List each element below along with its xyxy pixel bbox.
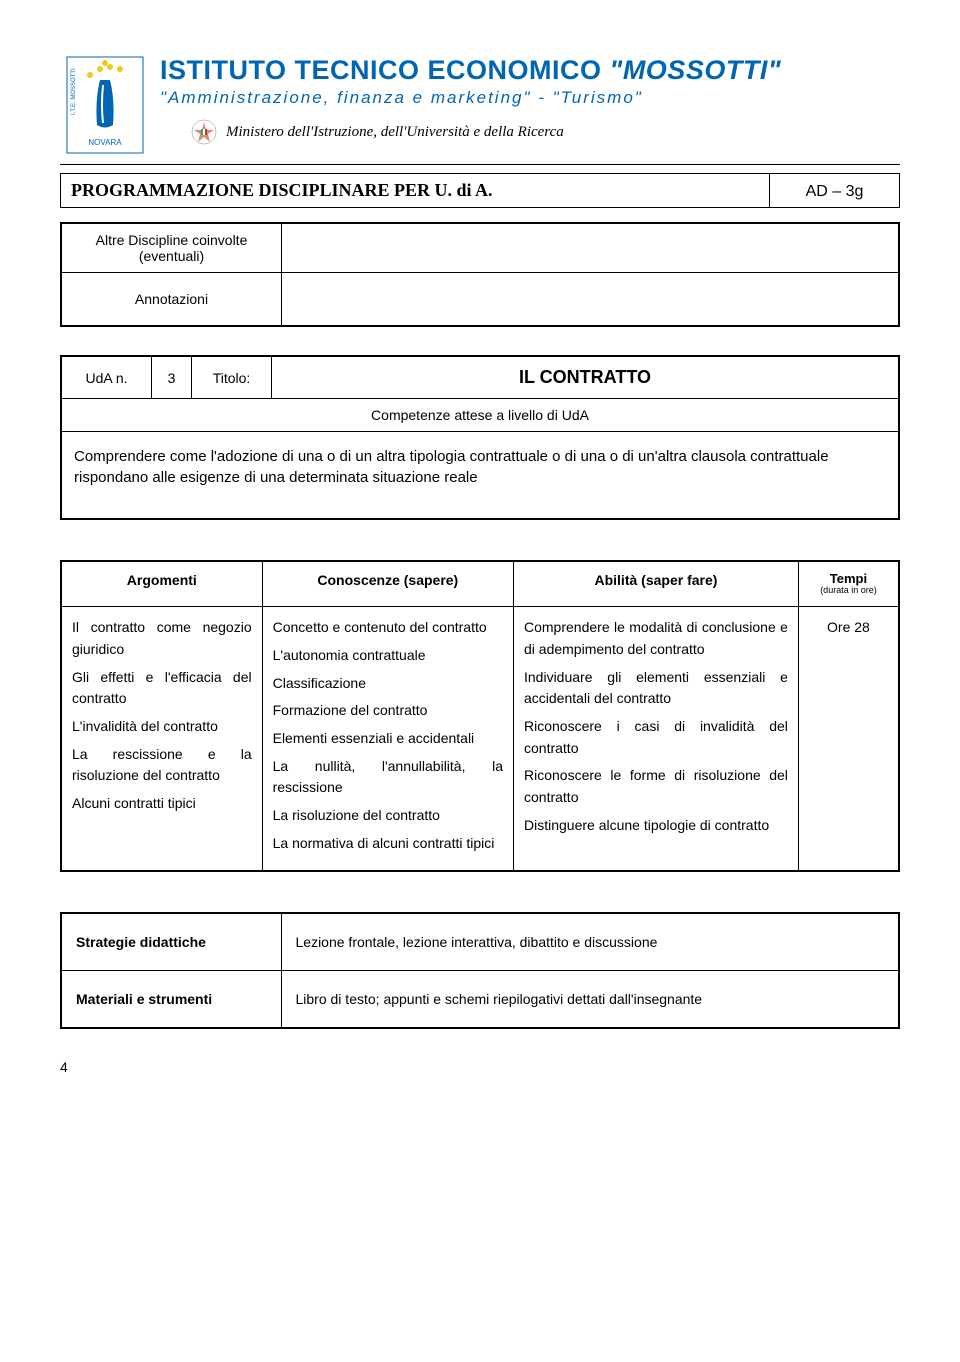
- con-p2: L'autonomia contrattuale: [273, 645, 503, 667]
- con-p3: Classificazione: [273, 673, 503, 695]
- th-conoscenze: Conoscenze (sapere): [262, 561, 513, 607]
- institute-subtitle: "Amministrazione, finanza e marketing" -…: [160, 88, 900, 108]
- cell-argomenti: Il contratto come negozio giuridico Gli …: [61, 607, 262, 872]
- disciplines-block: Altre Discipline coinvolte (eventuali) A…: [60, 222, 900, 327]
- abi-p1: Comprendere le modalità di conclusione e…: [524, 617, 788, 660]
- disciplines-label: Altre Discipline coinvolte (eventuali): [62, 224, 282, 272]
- school-logo: NOVARA I.T.E. MOSSOTTI: [60, 50, 150, 160]
- uda-titolo-value: IL CONTRATTO: [272, 357, 898, 398]
- abi-p3: Riconoscere i casi di invalidità del con…: [524, 716, 788, 759]
- mossotti-logo-icon: NOVARA I.T.E. MOSSOTTI: [65, 55, 145, 155]
- abi-p4: Riconoscere le forme di risoluzione del …: [524, 765, 788, 808]
- table-row: Il contratto come negozio giuridico Gli …: [61, 607, 899, 872]
- uda-titolo-label: Titolo:: [192, 357, 272, 398]
- abi-p5: Distinguere alcune tipologie di contratt…: [524, 815, 788, 837]
- arg-p1: Il contratto come negozio giuridico: [72, 617, 252, 660]
- annotations-value: [282, 273, 898, 325]
- arg-p2: Gli effetti e l'efficacia del contratto: [72, 667, 252, 710]
- arg-p3: L'invalidità del contratto: [72, 716, 252, 738]
- table-header-row: Argomenti Conoscenze (sapere) Abilità (s…: [61, 561, 899, 607]
- uda-block: UdA n. 3 Titolo: IL CONTRATTO Competenze…: [60, 355, 900, 520]
- uda-label: UdA n.: [62, 357, 152, 398]
- th-tempi: Tempi (durata in ore): [798, 561, 899, 607]
- programme-title-row: PROGRAMMAZIONE DISCIPLINARE PER U. di A.…: [60, 173, 900, 208]
- svg-text:I.T.E. MOSSOTTI: I.T.E. MOSSOTTI: [71, 68, 77, 115]
- header: NOVARA I.T.E. MOSSOTTI ISTITUTO TECNICO …: [60, 50, 900, 160]
- italy-emblem-icon: [190, 118, 218, 146]
- page-number: 4: [60, 1059, 900, 1075]
- materiali-label: Materiali e strumenti: [61, 971, 281, 1029]
- institute-title: ISTITUTO TECNICO ECONOMICO "MOSSOTTI": [160, 55, 900, 86]
- annotations-row: Annotazioni: [62, 273, 898, 325]
- svg-text:NOVARA: NOVARA: [88, 138, 122, 147]
- uda-header-row: UdA n. 3 Titolo: IL CONTRATTO: [62, 357, 898, 399]
- divider: [60, 164, 900, 165]
- th-tempi-sub: (durata in ore): [809, 586, 888, 596]
- th-argomenti: Argomenti: [61, 561, 262, 607]
- th-abilita: Abilità (saper fare): [514, 561, 799, 607]
- arg-p4: La rescissione e la risoluzione del cont…: [72, 744, 252, 787]
- con-p1: Concetto e contenuto del contratto: [273, 617, 503, 639]
- ministero-text: Ministero dell'Istruzione, dell'Universi…: [226, 124, 564, 141]
- disciplines-row: Altre Discipline coinvolte (eventuali): [62, 224, 898, 273]
- materiali-value: Libro di testo; appunti e schemi riepilo…: [281, 971, 899, 1029]
- programme-code: AD – 3g: [769, 174, 899, 207]
- footer-table: Strategie didattiche Lezione frontale, l…: [60, 912, 900, 1029]
- uda-number: 3: [152, 357, 192, 398]
- page: NOVARA I.T.E. MOSSOTTI ISTITUTO TECNICO …: [0, 0, 960, 1105]
- content-table: Argomenti Conoscenze (sapere) Abilità (s…: [60, 560, 900, 872]
- programme-title: PROGRAMMAZIONE DISCIPLINARE PER U. di A.: [61, 174, 769, 207]
- uda-competenze-body: Comprendere come l'adozione di una o di …: [62, 432, 898, 518]
- annotations-label: Annotazioni: [62, 273, 282, 325]
- con-p4: Formazione del contratto: [273, 700, 503, 722]
- cell-abilita: Comprendere le modalità di conclusione e…: [514, 607, 799, 872]
- disciplines-value: [282, 224, 898, 272]
- materiali-row: Materiali e strumenti Libro di testo; ap…: [61, 971, 899, 1029]
- ministero-row: Ministero dell'Istruzione, dell'Universi…: [190, 118, 900, 146]
- header-text: ISTITUTO TECNICO ECONOMICO "MOSSOTTI" "A…: [160, 50, 900, 146]
- strategie-value: Lezione frontale, lezione interattiva, d…: [281, 913, 899, 971]
- uda-competenze-label: Competenze attese a livello di UdA: [62, 399, 898, 432]
- cell-conoscenze: Concetto e contenuto del contratto L'aut…: [262, 607, 513, 872]
- con-p8: La normativa di alcuni contratti tipici: [273, 833, 503, 855]
- strategie-row: Strategie didattiche Lezione frontale, l…: [61, 913, 899, 971]
- abi-p2: Individuare gli elementi essenziali e ac…: [524, 667, 788, 710]
- cell-tempi: Ore 28: [798, 607, 899, 872]
- con-p7: La risoluzione del contratto: [273, 805, 503, 827]
- strategie-label: Strategie didattiche: [61, 913, 281, 971]
- institute-name-mossotti: "MOSSOTTI": [610, 55, 782, 85]
- con-p6: La nullità, l'annullabilità, la rescissi…: [273, 756, 503, 799]
- institute-name-prefix: ISTITUTO TECNICO ECONOMICO: [160, 55, 610, 85]
- arg-p5: Alcuni contratti tipici: [72, 793, 252, 815]
- con-p5: Elementi essenziali e accidentali: [273, 728, 503, 750]
- th-tempi-title: Tempi: [809, 572, 888, 586]
